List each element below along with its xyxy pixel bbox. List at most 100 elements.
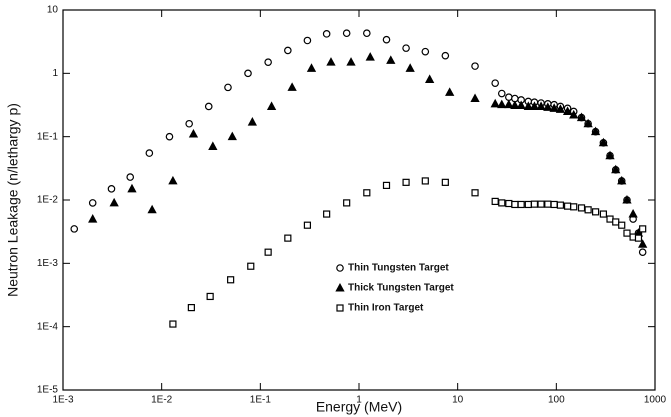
y-tick-label: 10 bbox=[47, 5, 59, 16]
data-point bbox=[342, 29, 351, 38]
data-point bbox=[605, 150, 615, 160]
data-point bbox=[247, 262, 255, 270]
data-point bbox=[326, 57, 336, 66]
x-tick-label: 1E-3 bbox=[52, 395, 74, 406]
data-point bbox=[622, 194, 632, 204]
x-tick-label: 1E-1 bbox=[250, 395, 272, 406]
data-point bbox=[107, 185, 116, 193]
data-point bbox=[549, 103, 559, 112]
data-point bbox=[634, 234, 643, 242]
data-point bbox=[536, 101, 546, 110]
y-axis-label: Neutron Leakage (n/lethargy p) bbox=[5, 103, 21, 297]
data-point bbox=[247, 117, 257, 126]
x-tick-label: 10 bbox=[452, 395, 464, 406]
data-point bbox=[109, 197, 119, 207]
data-point bbox=[284, 46, 292, 55]
data-point bbox=[70, 225, 79, 233]
data-point bbox=[523, 101, 533, 110]
data-point bbox=[590, 126, 601, 136]
data-point bbox=[187, 304, 195, 312]
data-point bbox=[505, 93, 513, 101]
data-point bbox=[471, 62, 479, 70]
data-point bbox=[227, 131, 237, 141]
data-point bbox=[204, 102, 213, 111]
data-point bbox=[421, 47, 430, 56]
data-point bbox=[402, 178, 410, 186]
data-point bbox=[550, 200, 558, 209]
data-point bbox=[303, 36, 312, 45]
data-point bbox=[127, 183, 137, 193]
data-point bbox=[591, 208, 600, 216]
data-point bbox=[405, 63, 415, 72]
x-axis-label: Energy (MeV) bbox=[316, 399, 402, 415]
data-point bbox=[208, 141, 218, 150]
data-point bbox=[598, 137, 609, 147]
data-point bbox=[343, 199, 351, 207]
data-point bbox=[445, 87, 455, 96]
data-point bbox=[577, 204, 586, 212]
y-tick-label: 1E-2 bbox=[37, 195, 59, 206]
x-tick-label: 1E-2 bbox=[151, 395, 173, 406]
legend-marker bbox=[335, 282, 345, 292]
data-point bbox=[425, 74, 435, 83]
data-point bbox=[505, 199, 513, 208]
data-point bbox=[576, 112, 587, 122]
data-point bbox=[638, 239, 648, 248]
y-tick-label: 1E-4 bbox=[37, 321, 59, 332]
data-point bbox=[638, 248, 647, 256]
data-point bbox=[584, 206, 592, 214]
data-point bbox=[363, 189, 371, 197]
y-tick-label: 1E-1 bbox=[37, 131, 59, 142]
data-point bbox=[618, 221, 626, 229]
data-point bbox=[244, 69, 252, 78]
data-point bbox=[303, 221, 312, 229]
data-point bbox=[284, 234, 292, 242]
legend-label: Thin Tungsten Target bbox=[348, 263, 449, 274]
data-point bbox=[529, 101, 540, 110]
legend-marker bbox=[336, 264, 344, 272]
data-point bbox=[88, 214, 98, 223]
data-point bbox=[206, 292, 214, 301]
data-point bbox=[322, 30, 331, 38]
data-point bbox=[264, 248, 272, 256]
data-point bbox=[126, 173, 135, 181]
data-point bbox=[491, 197, 499, 206]
data-point bbox=[470, 93, 480, 103]
data-point bbox=[227, 276, 235, 284]
data-point bbox=[88, 199, 97, 207]
x-tick-label: 1 bbox=[356, 395, 362, 406]
data-point bbox=[185, 119, 193, 128]
data-point bbox=[264, 58, 272, 66]
data-point bbox=[623, 229, 631, 237]
data-point bbox=[537, 200, 545, 208]
plot-frame bbox=[62, 9, 656, 391]
data-point bbox=[611, 164, 621, 174]
data-point bbox=[504, 99, 514, 109]
x-tick-label: 1000 bbox=[644, 395, 667, 406]
data-point bbox=[145, 149, 154, 157]
y-tick-label: 1E-3 bbox=[37, 258, 59, 269]
data-point bbox=[599, 210, 608, 218]
y-tick-label: 1E-5 bbox=[37, 385, 59, 396]
data-point bbox=[563, 202, 572, 210]
data-point bbox=[402, 44, 410, 52]
data-point bbox=[306, 63, 317, 72]
x-tick-label: 100 bbox=[548, 395, 565, 406]
data-point bbox=[266, 101, 277, 110]
data-point bbox=[498, 199, 506, 207]
data-point bbox=[497, 89, 506, 98]
data-point bbox=[491, 79, 499, 87]
data-point bbox=[544, 200, 552, 208]
data-point bbox=[421, 177, 429, 185]
data-point bbox=[556, 201, 565, 209]
data-point bbox=[471, 189, 479, 197]
data-point bbox=[165, 132, 174, 141]
data-point bbox=[562, 106, 573, 115]
data-point bbox=[169, 320, 177, 328]
data-point bbox=[441, 51, 450, 60]
data-point bbox=[346, 57, 356, 66]
data-point bbox=[606, 215, 614, 223]
data-point bbox=[555, 104, 566, 113]
legend-label: Thick Tungsten Target bbox=[348, 283, 454, 294]
